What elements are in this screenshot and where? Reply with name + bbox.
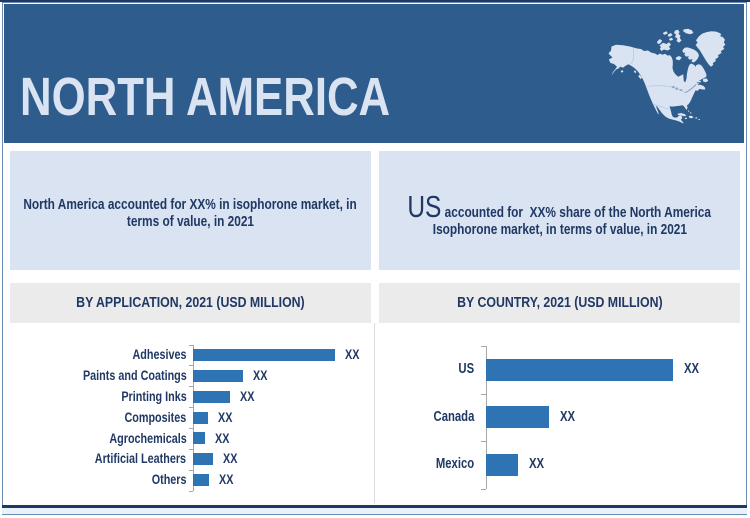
bottom-pale-strip (2, 508, 747, 514)
chart-bar (193, 411, 209, 424)
highlight-line: Isophorone market, in terms of value, in… (432, 220, 687, 238)
chart-category-label: Mexico (435, 456, 474, 473)
chart-value-label: XX (218, 409, 233, 425)
chart-bar (193, 348, 335, 361)
chart-value-label: XX (529, 456, 545, 473)
chart-category-label: Artificial Leathers (95, 451, 187, 467)
chart-bar (193, 390, 231, 403)
chart-value-label: XX (215, 430, 230, 446)
chart-category-label: Adhesives (132, 347, 187, 363)
chart-value-label: XX (684, 361, 700, 378)
chart-bar (193, 369, 243, 382)
chart-title-application: BY APPLICATION, 2021 (USD MILLION) (76, 295, 305, 311)
chart-bar (193, 453, 213, 466)
chart-axis-tick (188, 490, 193, 492)
header-banner: NORTH AMERICA (4, 4, 744, 143)
chart-axis-tick (480, 393, 486, 395)
bottom-rule (2, 505, 747, 508)
charts-area: Adhesives XX Paints and Coatings XX Printing… (0, 323, 750, 503)
highlight-line: North America accounted for XX% in isoph… (23, 196, 358, 213)
chart-title-band-application: BY APPLICATION, 2021 (USD MILLION) (10, 283, 371, 323)
chart-axis-tick (188, 365, 193, 367)
chart-axis-tick (480, 441, 486, 442)
chart-title-band-country: BY COUNTRY, 2021 (USD MILLION) (379, 283, 740, 323)
chart-category-label: Agrochemicals (109, 430, 187, 446)
chart-category-label: Others (151, 472, 187, 488)
chart-value-label: XX (345, 347, 360, 363)
top-rule (0, 0, 750, 2)
chart-divider-line (374, 323, 375, 503)
chart-axis-tick (188, 469, 193, 471)
region-title: NORTH AMERICA (20, 67, 391, 127)
chart-bar (193, 432, 206, 445)
chart-category-label: US (458, 361, 474, 378)
chart-axis-tick (188, 386, 193, 388)
chart-bar (486, 406, 549, 429)
chart-bar (193, 474, 209, 487)
chart-title-country: BY COUNTRY, 2021 (USD MILLION) (456, 295, 663, 311)
chart-category-label: Composites (124, 409, 187, 425)
highlight-lead: US (407, 188, 442, 224)
chart-value-label: XX (560, 408, 576, 425)
chart-axis-tick (188, 448, 193, 450)
chart-value-label: XX (253, 368, 268, 384)
chart-axis-tick (188, 344, 193, 346)
chart-value-label: XX (240, 388, 255, 404)
north-america-map-icon (608, 28, 726, 124)
highlight-text-us: US accounted for XX% share of the North … (367, 188, 750, 238)
highlight-line: terms of value, in 2021 (126, 213, 255, 230)
chart-axis-tick (480, 488, 486, 490)
highlight-panel-north-america: North America accounted for XX% in isoph… (10, 151, 371, 270)
highlight-text-north-america: North America accounted for XX% in isoph… (0, 196, 402, 230)
highlight-panel-us: US accounted for XX% share of the North … (379, 151, 740, 270)
highlight-line: US accounted for XX% share of the North … (407, 188, 712, 224)
chart-axis-tick (188, 427, 193, 429)
chart-category-label: Canada (433, 408, 474, 425)
chart-axis-tick (480, 346, 486, 347)
chart-bar (486, 358, 673, 381)
chart-bar (486, 453, 518, 476)
chart-category-label: Paints and Coatings (82, 368, 187, 384)
chart-value-label: XX (219, 472, 234, 488)
chart-value-label: XX (223, 451, 238, 467)
chart-axis-tick (188, 407, 193, 409)
chart-category-label: Printing Inks (121, 388, 187, 404)
